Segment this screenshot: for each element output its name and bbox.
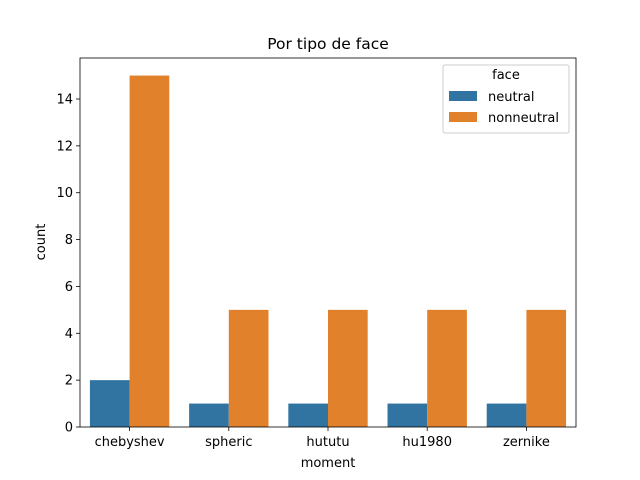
bar-nonneutral-spheric <box>228 309 269 427</box>
x-axis: chebyshev spheric hututu hu1980 zernike <box>95 427 550 450</box>
plot-frame <box>79 57 577 428</box>
y-tick-label: 14 <box>56 93 73 108</box>
legend-swatch-neutral <box>449 91 477 101</box>
x-tick-label-chebyshev: chebyshev <box>95 435 165 450</box>
bar-nonneutral-chebyshev <box>129 75 170 428</box>
y-axis: 0 2 4 6 8 10 12 14 <box>56 93 80 436</box>
chart-title: Por tipo de face <box>267 35 389 53</box>
bar-nonneutral-zernike <box>526 309 567 427</box>
x-axis-label: moment <box>301 456 356 471</box>
legend-swatch-nonneutral <box>449 112 477 122</box>
bar-neutral-hu1980 <box>387 403 428 427</box>
y-tick-label: 2 <box>65 374 73 389</box>
legend-label-nonneutral: nonneutral <box>488 111 559 126</box>
legend: face neutral nonneutral <box>442 64 570 134</box>
bar-nonneutral-hu1980 <box>427 309 467 427</box>
bar-neutral-hututu <box>288 403 328 427</box>
y-tick-label: 4 <box>65 327 73 342</box>
legend-title: face <box>492 68 520 83</box>
y-tick-label: 8 <box>65 233 73 248</box>
bars-group <box>89 75 567 428</box>
y-tick-label: 10 <box>56 186 73 201</box>
y-tick-label: 12 <box>56 139 73 154</box>
bar-neutral-spheric <box>189 403 229 427</box>
x-tick-label-hututu: hututu <box>306 435 349 450</box>
x-tick-label-zernike: zernike <box>503 435 550 450</box>
bar-neutral-zernike <box>486 403 527 427</box>
legend-label-neutral: neutral <box>488 90 535 105</box>
bar-nonneutral-hututu <box>328 309 368 427</box>
y-axis-label: count <box>34 224 49 261</box>
x-tick-label-spheric: spheric <box>205 435 252 450</box>
bar-neutral-chebyshev <box>89 380 130 427</box>
x-tick-label-hu1980: hu1980 <box>402 435 452 450</box>
y-tick-label: 6 <box>65 280 73 295</box>
y-tick-label: 0 <box>65 421 73 436</box>
